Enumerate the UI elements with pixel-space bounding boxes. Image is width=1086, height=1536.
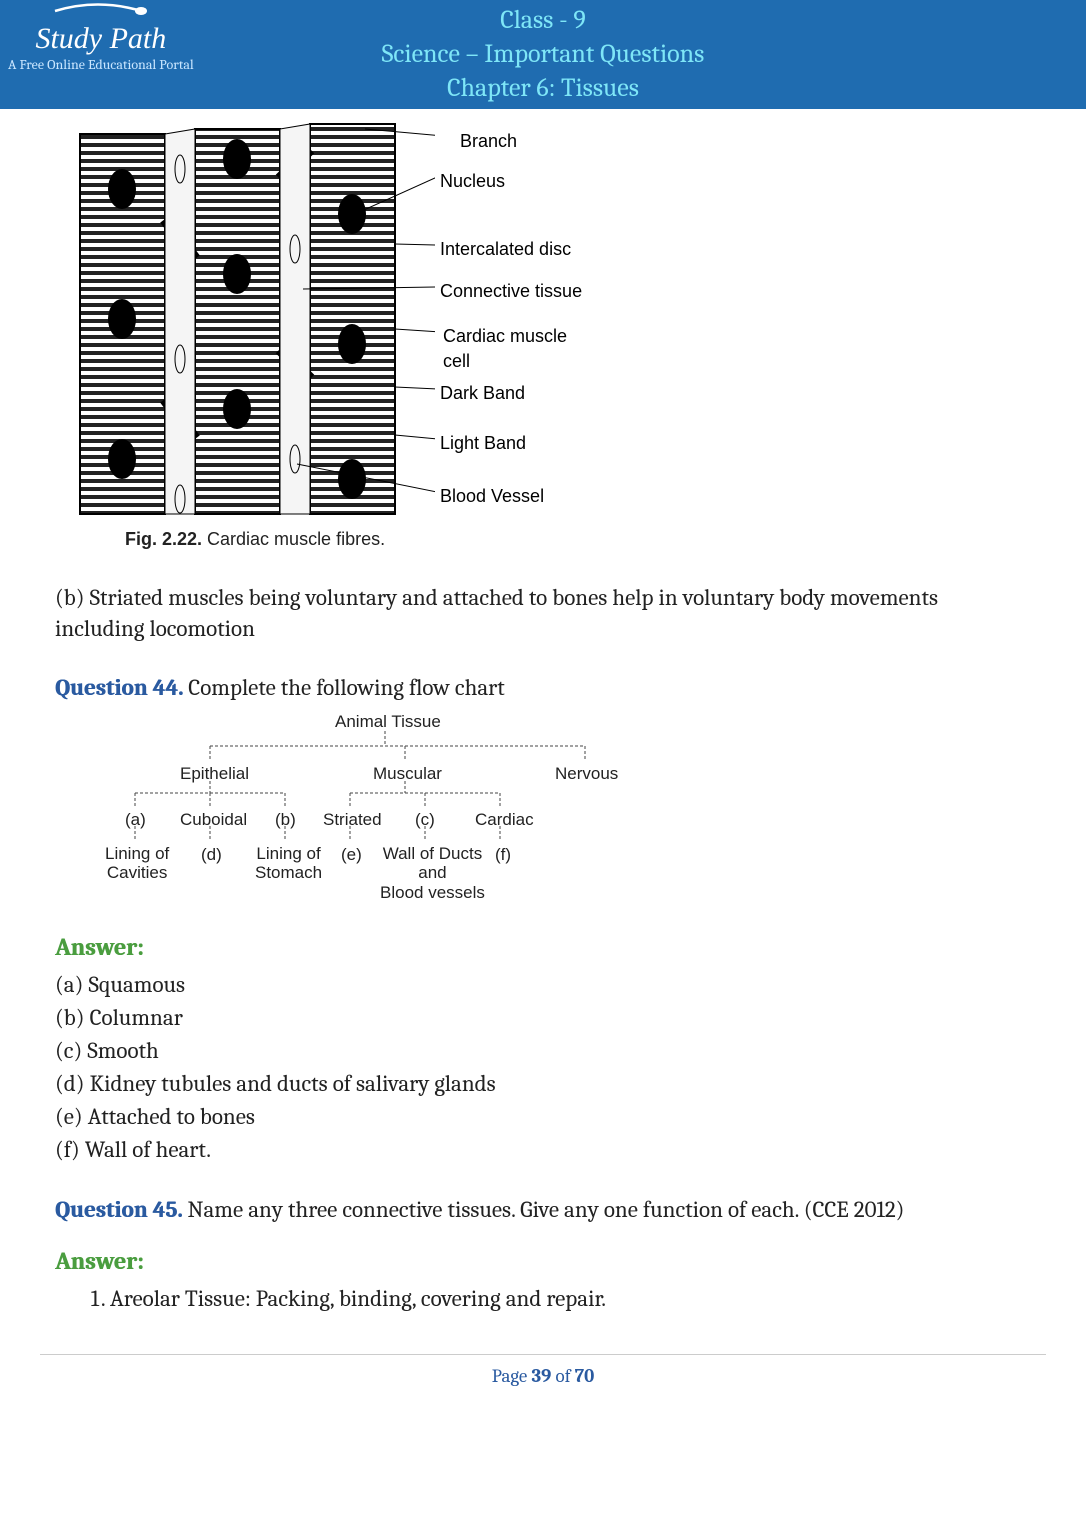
figure-label-4: Cardiac muscle cell [443,324,595,373]
footer-total: 70 [575,1365,595,1387]
question-45: Question 45. Name any three connective t… [55,1194,1031,1225]
flow-l2-2: (b) [275,809,296,832]
page-header: Study Path A Free Online Educational Por… [0,0,1086,109]
figure-label-0: Branch [460,129,517,153]
logo-title: Study Path [8,24,194,54]
logo-block: Study Path A Free Online Educational Por… [8,2,194,73]
figure-caption-text: Cardiac muscle fibres. [202,529,385,549]
question-45-text: Name any three connective tissues. Give … [183,1196,905,1223]
page-footer: Page 39 of 70 [40,1354,1046,1397]
answer-45-label: Answer: [55,1245,1031,1277]
flow-l2-4: (c) [415,809,435,832]
figure-label-6: Light Band [440,431,526,455]
answer-44-line-0: (a) Squamous [55,969,1031,1000]
flow-l2-1: Cuboidal [180,809,247,832]
paragraph-b: (b) Striated muscles being voluntary and… [55,582,1031,644]
figure-label-3: Connective tissue [440,279,582,303]
pencil-icon [53,2,148,20]
answer-44-line-2: (c) Smooth [55,1035,1031,1066]
logo-subtitle: A Free Online Educational Portal [8,56,194,73]
flow-l1-1: Muscular [373,763,442,786]
flow-l1-0: Epithelial [180,763,249,786]
footer-pre: Page [492,1365,532,1387]
question-44-label: Question 44. [55,674,183,701]
figure-label-5: Dark Band [440,381,525,405]
question-44: Question 44. Complete the following flow… [55,672,1031,1166]
question-44-text: Complete the following flow chart [183,674,505,701]
answer-45-list: Areolar Tissue: Packing, binding, coveri… [110,1283,1031,1314]
cardiac-muscle-svg [65,119,435,519]
flow-chart: Animal Tissue Epithelial Muscular Nervou… [105,711,665,911]
flow-l3-5: (f) [495,844,511,867]
header-center: Class - 9 Science – Important Questions … [382,4,705,105]
flow-l1-2: Nervous [555,763,618,786]
answer-44-block: Answer: (a) Squamous(b) Columnar(c) Smoo… [55,931,1031,1166]
page-content: Branch Nucleus Intercalated disc Connective… [0,109,1086,1314]
flow-l3-1: (d) [201,844,222,867]
header-line-2: Science – Important Questions [382,38,705,72]
question-45-label: Question 45. [55,1196,183,1223]
answer-44-line-4: (e) Attached to bones [55,1101,1031,1132]
footer-page-num: 39 [531,1365,551,1387]
flow-l3-3: (e) [341,844,362,867]
header-line-3: Chapter 6: Tissues [382,72,705,106]
answer-44-label: Answer: [55,931,1031,963]
answer-45-block: Answer: Areolar Tissue: Packing, binding… [55,1245,1031,1314]
answer-44-line-5: (f) Wall of heart. [55,1134,1031,1165]
answer-44-line-1: (b) Columnar [55,1002,1031,1033]
figure-label-1: Nucleus [440,169,505,193]
flow-l3-2: Lining of Stomach [255,844,322,883]
flow-l2-0: (a) [125,809,146,832]
figure-label-2: Intercalated disc [440,237,571,261]
figure-block: Branch Nucleus Intercalated disc Connective… [55,119,1031,551]
figure-label-7: Blood Vessel [440,484,544,508]
flow-l3-0: Lining of Cavities [105,844,169,883]
answer-45-item-1: Areolar Tissue: Packing, binding, coveri… [110,1283,1031,1314]
figure-caption-bold: Fig. 2.22. [125,529,202,549]
answer-44-line-3: (d) Kidney tubules and ducts of salivary… [55,1068,1031,1099]
flow-l2-3: Striated [323,809,382,832]
cardiac-muscle-figure: Branch Nucleus Intercalated disc Connective… [65,119,595,519]
header-line-1: Class - 9 [382,4,705,38]
flow-l3-4: Wall of Ducts and Blood vessels [380,844,485,903]
footer-post: of [551,1365,574,1387]
figure-caption: Fig. 2.22. Cardiac muscle fibres. [125,527,1031,551]
flow-root: Animal Tissue [335,711,441,734]
flow-l2-5: Cardiac [475,809,534,832]
